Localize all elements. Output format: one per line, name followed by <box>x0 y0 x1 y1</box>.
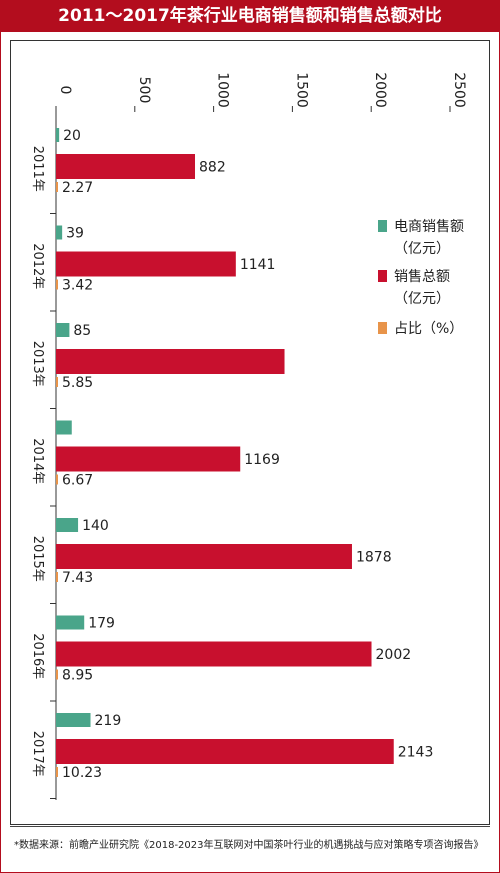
category-label: 2013年 <box>30 341 45 387</box>
bar-ratio <box>56 572 58 582</box>
bar-ratio <box>56 669 58 680</box>
bar-ecommerce <box>56 225 63 240</box>
data-label: 2002 <box>376 647 412 663</box>
legend-marker <box>378 220 387 232</box>
bar-ecommerce <box>56 518 79 532</box>
data-label: 1169 <box>244 452 280 468</box>
data-label: 39 <box>66 226 84 242</box>
bar-total <box>56 154 196 179</box>
data-label: 85 <box>73 323 91 339</box>
data-label: 5.85 <box>62 375 93 391</box>
data-label: 140 <box>82 518 109 534</box>
x-tick-label: 500 <box>136 77 152 104</box>
data-label: 1878 <box>356 550 392 566</box>
x-tick-label: 1000 <box>215 72 231 108</box>
x-tick-label: 1500 <box>293 72 309 108</box>
legend-label: 电商销售额 <box>394 219 464 235</box>
plot-area-border <box>10 40 490 825</box>
data-label: 2143 <box>398 745 434 761</box>
data-label: 2.27 <box>62 180 93 196</box>
category-label: 2015年 <box>30 536 45 582</box>
data-label: 6.67 <box>62 473 93 489</box>
chart-title: 2011～2017年茶行业电商销售额和销售总额对比 <box>0 0 500 32</box>
legend-label: 销售总额 <box>394 269 450 285</box>
bar-total <box>56 446 241 472</box>
legend-marker <box>378 270 387 282</box>
bar-ecommerce <box>56 323 70 337</box>
x-tick-label: 2000 <box>372 72 388 108</box>
bar-ecommerce <box>56 128 60 142</box>
footer-divider <box>10 826 490 827</box>
bar-ecommerce <box>56 713 91 727</box>
legend-marker <box>378 322 387 334</box>
bar-ecommerce <box>56 420 72 435</box>
legend-label: （亿元） <box>394 291 450 307</box>
bar-ratio <box>56 182 58 192</box>
bar-ratio <box>56 767 58 777</box>
bar-total <box>56 739 394 764</box>
category-label: 2016年 <box>30 633 45 679</box>
data-label: 179 <box>88 616 115 632</box>
data-label: 20 <box>63 128 81 144</box>
data-label: 10.23 <box>62 765 102 781</box>
data-label: 1141 <box>240 257 276 273</box>
source-note: *数据来源：前瞻产业研究院《2018-2023年互联网对中国茶叶行业的机遇挑战与… <box>14 840 484 851</box>
legend-label: 占比（%） <box>394 321 463 337</box>
x-tick-label: 0 <box>57 86 73 95</box>
category-label: 2012年 <box>30 243 45 289</box>
bar-ratio <box>56 279 58 290</box>
legend-label: （亿元） <box>394 241 450 257</box>
data-label: 7.43 <box>62 570 93 586</box>
bar-total <box>56 641 372 667</box>
data-label: 8.95 <box>62 668 93 684</box>
category-label: 2014年 <box>30 438 45 484</box>
bar-ratio <box>56 474 58 485</box>
data-label: 3.42 <box>62 278 93 294</box>
bar-ecommerce <box>56 615 85 630</box>
x-tick-label: 2500 <box>451 72 467 108</box>
bar-total <box>56 349 285 374</box>
data-label: 882 <box>199 160 226 176</box>
category-label: 2017年 <box>30 731 45 777</box>
bar-total <box>56 251 236 277</box>
category-label: 2011年 <box>30 146 45 192</box>
bar-ratio <box>56 377 58 387</box>
data-label: 219 <box>95 713 122 729</box>
bar-total <box>56 544 352 569</box>
